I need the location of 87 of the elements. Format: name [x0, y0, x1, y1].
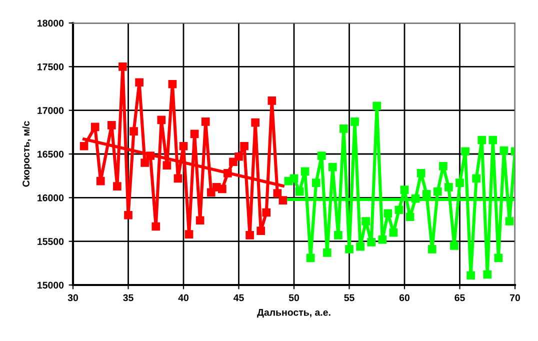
point	[201, 118, 210, 126]
point	[466, 271, 475, 280]
point	[416, 169, 426, 178]
point	[356, 242, 364, 251]
point	[494, 254, 503, 262]
point	[456, 178, 464, 187]
point	[439, 162, 448, 170]
point	[80, 142, 88, 150]
point	[135, 78, 144, 87]
point	[394, 206, 404, 214]
point	[422, 190, 431, 198]
point	[251, 118, 260, 127]
point	[389, 228, 398, 237]
x-tick-label: 70	[510, 294, 520, 302]
x-tick-label: 50	[288, 294, 300, 302]
point	[190, 130, 199, 138]
point	[174, 174, 182, 183]
point	[140, 158, 149, 167]
y-tick-label: 17500	[38, 63, 64, 70]
y-axis-title: Скорость, м/с	[22, 121, 32, 187]
point	[290, 174, 298, 183]
point	[278, 196, 288, 204]
point	[124, 210, 132, 220]
point	[406, 212, 414, 222]
point	[246, 231, 254, 240]
point	[378, 235, 387, 244]
point	[461, 147, 470, 156]
point	[500, 146, 508, 155]
point	[362, 217, 370, 226]
point	[256, 226, 266, 236]
point	[96, 176, 105, 186]
point	[428, 245, 436, 254]
point	[306, 254, 315, 262]
point	[350, 118, 359, 126]
point	[234, 152, 243, 161]
y-tick-label: 17000	[38, 107, 64, 114]
point	[478, 136, 486, 144]
point	[162, 161, 172, 170]
x-tick-label: 35	[123, 294, 134, 302]
point	[113, 182, 122, 190]
x-tick-label: 65	[454, 294, 465, 302]
point	[295, 187, 304, 196]
y-tick-label: 15000	[38, 282, 64, 289]
point	[90, 122, 100, 132]
point	[384, 209, 392, 218]
point	[505, 217, 514, 226]
point	[317, 152, 326, 160]
x-tick-label: 60	[399, 294, 410, 302]
point	[273, 189, 282, 198]
x-tick-label: 30	[68, 294, 78, 302]
point	[268, 96, 276, 105]
point	[340, 124, 348, 133]
point	[322, 248, 332, 257]
x-tick-label: 45	[233, 294, 244, 302]
point	[300, 167, 310, 176]
point	[130, 127, 138, 136]
point	[262, 208, 271, 217]
point	[472, 174, 480, 183]
point	[372, 102, 382, 110]
y-tick-label: 18000	[38, 20, 64, 27]
point	[152, 222, 160, 231]
y-tick-label: 15500	[38, 238, 64, 245]
point	[108, 121, 116, 130]
point	[118, 62, 127, 71]
point	[312, 178, 320, 187]
point	[168, 80, 177, 88]
point	[483, 270, 492, 279]
point	[179, 142, 188, 150]
point	[196, 216, 204, 225]
point	[184, 230, 194, 239]
point	[488, 136, 498, 144]
point	[450, 242, 458, 250]
y-tick-label: 16500	[38, 150, 64, 158]
point	[240, 142, 248, 150]
point	[400, 186, 409, 194]
x-tick-label: 55	[344, 294, 354, 302]
point	[367, 238, 376, 246]
x-tick-label: 40	[178, 294, 189, 302]
point	[433, 187, 442, 196]
point	[218, 184, 226, 194]
x-axis-title: Дальность, а.е.	[257, 309, 330, 318]
point	[334, 231, 342, 240]
point	[345, 245, 354, 254]
point	[328, 162, 337, 172]
y-tick-label: 16000	[38, 194, 64, 202]
point	[157, 116, 166, 124]
point	[444, 183, 453, 192]
